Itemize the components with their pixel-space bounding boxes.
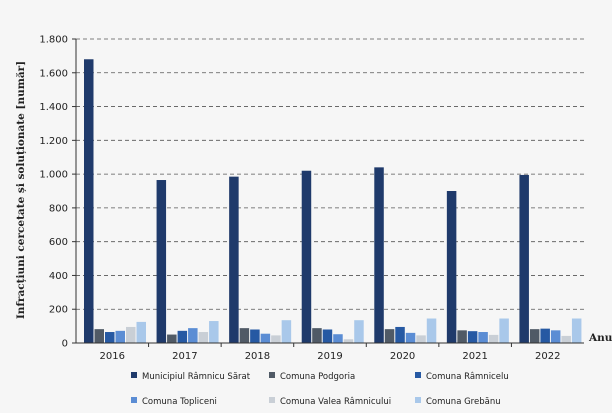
bar — [416, 335, 426, 343]
bar — [84, 59, 94, 344]
bar — [115, 330, 125, 343]
bar — [499, 318, 509, 343]
bar — [94, 329, 104, 343]
x-tick-label: 2019 — [317, 351, 342, 362]
bar — [446, 191, 457, 343]
bar — [239, 328, 250, 343]
bar — [333, 334, 343, 343]
bar — [322, 329, 333, 343]
bar — [156, 180, 167, 343]
x-tick-label: 2018 — [245, 351, 270, 362]
y-tick-labels: 0 200 400 600 800 1.000 1.200 1.400 1.600 1.800 — [39, 35, 68, 350]
bar — [384, 329, 395, 343]
legend-swatch — [131, 372, 137, 378]
bar — [426, 318, 437, 343]
x-tick-label: 2021 — [462, 351, 487, 362]
y-tick-label: 0 — [62, 339, 68, 350]
bar — [395, 326, 405, 343]
legend-item: Comuna Topliceni — [142, 397, 217, 407]
bar — [571, 318, 582, 343]
bar — [550, 330, 561, 343]
bar — [529, 329, 540, 343]
y-tick-label: 1.000 — [39, 170, 68, 181]
legend-item: Municipiul Râmnicu Sărat — [142, 372, 251, 382]
bar — [540, 328, 550, 343]
legend-swatch — [269, 397, 275, 403]
legend-item: Comuna Podgoria — [280, 372, 355, 382]
bar — [250, 329, 260, 343]
bar — [198, 332, 209, 343]
bar — [136, 321, 146, 343]
axes — [75, 39, 584, 347]
y-tick-label: 1.600 — [39, 68, 68, 79]
bar — [260, 333, 271, 343]
legend-item: Comuna Valea Râmnicului — [280, 397, 391, 407]
y-axis-label: Infracțiuni cercetate și soluționate [nu… — [15, 61, 27, 319]
bar — [519, 174, 529, 343]
bar — [229, 176, 239, 343]
bar — [467, 331, 478, 343]
bar — [188, 328, 198, 343]
bar — [561, 335, 571, 343]
legend-swatch — [415, 372, 421, 378]
y-tick-label: 1.200 — [39, 136, 68, 147]
bar — [343, 339, 354, 343]
x-tick-labels: 2016 2017 2018 2019 2020 2021 2022 — [100, 351, 561, 362]
bar — [281, 320, 292, 343]
x-tick-label: 2020 — [390, 351, 415, 362]
bar — [271, 335, 281, 343]
bar — [167, 334, 177, 343]
y-tick-label: 1.800 — [39, 35, 68, 46]
bar — [312, 328, 322, 343]
legend: Municipiul Râmnicu Sărat Comuna Podgoria C… — [131, 372, 509, 407]
bar — [457, 330, 467, 343]
bar — [478, 332, 488, 343]
legend-swatch — [269, 372, 275, 378]
bar — [209, 321, 219, 343]
x-tick-label: 2017 — [172, 351, 197, 362]
legend-swatch — [415, 397, 421, 403]
bar — [488, 334, 499, 343]
bar — [177, 330, 188, 343]
legend-swatch — [131, 397, 137, 403]
bar — [405, 332, 416, 343]
bar — [374, 167, 384, 343]
x-axis-label: Anul — [588, 332, 612, 344]
bar — [105, 332, 115, 343]
bar — [354, 320, 364, 343]
y-tick-label: 800 — [49, 203, 68, 214]
bar — [301, 170, 312, 343]
y-tick-label: 400 — [49, 271, 68, 282]
x-tick-label: 2022 — [535, 351, 560, 362]
legend-item: Comuna Grebănu — [426, 397, 501, 407]
y-tick-label: 200 — [49, 305, 68, 316]
x-tick-label: 2016 — [100, 351, 125, 362]
legend-item: Comuna Râmnicelu — [426, 372, 509, 382]
bar — [126, 326, 136, 343]
y-tick-label: 1.400 — [39, 102, 68, 113]
bars — [84, 59, 582, 344]
y-tick-label: 600 — [49, 237, 68, 248]
